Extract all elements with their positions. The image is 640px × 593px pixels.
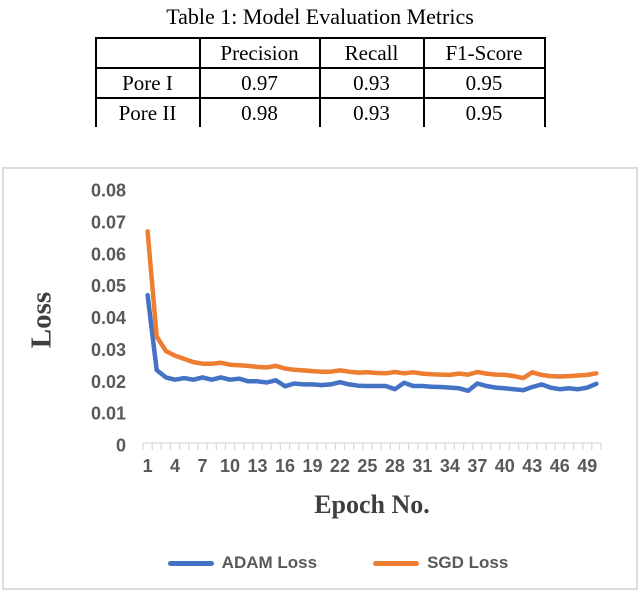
x-tick-label: 16	[275, 456, 295, 476]
adam-line-swatch	[167, 560, 214, 566]
col-header-precision: Precision	[198, 37, 321, 69]
y-tick-label: 0	[116, 436, 126, 456]
loss-chart: 0 0.01 0.02 0.03 0.04 0.05 0.06 0.07 0.08 1 4 7 10 13…	[2, 167, 638, 590]
y-tick-label: 0.04	[91, 308, 126, 328]
x-tick-label: 37	[467, 456, 487, 476]
row-label: Pore I	[94, 67, 201, 99]
x-tick-label: 46	[550, 456, 570, 476]
col-header-recall: Recall	[318, 37, 425, 69]
cell-f1-score: 0.95	[422, 67, 546, 99]
y-axis-title: Loss	[25, 291, 58, 349]
x-axis-title: Epoch No.	[314, 490, 430, 519]
x-tick-label: 19	[302, 456, 322, 476]
x-tick-label: 1	[143, 456, 153, 476]
y-tick-label: 0.08	[91, 181, 126, 201]
y-tick-label: 0.02	[91, 372, 126, 392]
table-header-row: Precision Recall F1-Score	[94, 37, 546, 69]
x-tick-label: 10	[220, 456, 240, 476]
col-header-f1-score: F1-Score	[422, 37, 546, 69]
x-tick-label: 28	[385, 456, 405, 476]
table-row: Pore II 0.98 0.93 0.95	[94, 97, 546, 127]
table-row: Pore I 0.97 0.93 0.95	[94, 67, 546, 99]
cell-f1-score: 0.95	[422, 97, 546, 127]
x-tick-label: 7	[198, 456, 208, 476]
adam-loss-line	[145, 292, 599, 394]
cell-recall: 0.93	[318, 97, 425, 127]
y-tick-label: 0.03	[91, 340, 126, 360]
x-tick-label: 13	[247, 456, 267, 476]
loss-chart-canvas: 0 0.01 0.02 0.03 0.04 0.05 0.06 0.07 0.08 1 4 7 10 13…	[91, 181, 602, 476]
sgd-loss-line	[145, 229, 599, 381]
cell-recall: 0.93	[318, 67, 425, 99]
row-label: Pore II	[94, 97, 201, 127]
x-tick-label: 49	[577, 456, 597, 476]
metrics-table: Precision Recall F1-Score Pore I 0.97 0.…	[94, 37, 546, 127]
x-tick-label: 22	[330, 456, 350, 476]
legend-label-adam: ADAM Loss	[221, 553, 318, 572]
cell-precision: 0.98	[198, 97, 321, 127]
sgd-line-swatch	[373, 560, 420, 566]
x-axis-ticks	[142, 442, 602, 450]
y-tick-label: 0.01	[91, 404, 126, 424]
table-section: Table 1: Model Evaluation Metrics Precis…	[0, 4, 640, 127]
legend-item-sgd: SGD Loss	[373, 553, 508, 573]
cell-precision: 0.97	[198, 67, 321, 99]
x-tick-label: 40	[495, 456, 515, 476]
y-tick-label: 0.05	[91, 276, 126, 296]
col-header-empty	[94, 37, 201, 69]
x-tick-label: 43	[522, 456, 542, 476]
y-tick-label: 0.07	[91, 212, 126, 232]
chart-legend: ADAM Loss SGD Loss	[4, 553, 636, 573]
x-tick-label: 31	[412, 456, 432, 476]
legend-item-adam: ADAM Loss	[167, 553, 318, 573]
x-tick-label: 4	[170, 456, 180, 476]
legend-label-sgd: SGD Loss	[427, 553, 509, 572]
y-tick-label: 0.06	[91, 244, 126, 264]
x-tick-label: 34	[440, 456, 460, 476]
x-tick-label: 25	[357, 456, 377, 476]
table-title: Table 1: Model Evaluation Metrics	[166, 4, 474, 29]
